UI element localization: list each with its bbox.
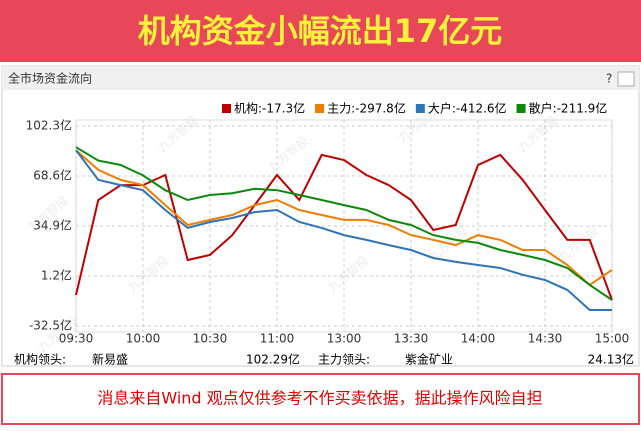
x-tick-label: 10:00 [126,332,161,346]
export-icon[interactable] [617,71,635,87]
x-tick-label: 15:00 [595,332,630,346]
y-tick-label: 34.9亿 [33,218,72,233]
x-tick-label: 13:00 [327,332,362,346]
leader-name: 紫金矿业 [405,352,453,367]
legend-label: 大户:-412.6亿 [428,101,507,116]
leader-value: 24.13亿 [588,352,634,367]
panel-title: 全市场资金流向 [8,71,92,86]
y-tick-label: -32.5亿 [29,318,72,333]
help[interactable]: ? [606,72,612,86]
x-tick-label: 11:00 [260,332,295,346]
legend-label: 机构:-17.3亿 [234,101,305,116]
series-line [75,149,612,311]
y-tick-label: 1.2亿 [41,268,72,283]
legend-swatch [315,104,325,113]
x-tick-label: 09:30 [59,332,94,346]
x-tick-label: 14:30 [528,332,563,346]
series-line [75,149,613,287]
leader-name: 新易盛 [92,352,128,367]
series-line [75,146,613,301]
legend-swatch [222,104,231,113]
leader-value: 102.29亿 [246,352,300,367]
x-tick-label: 13:30 [394,332,429,346]
leader-label: 主力领头: [318,353,370,367]
y-tick-label: 102.3亿 [26,118,72,133]
footer-note: 消息来自Wind 观点仅供参考不作买卖依据，据此操作风险自担 [97,389,542,408]
x-tick-label: 10:30 [193,332,228,346]
legend-swatch [516,104,526,113]
legend-swatch [415,104,425,113]
x-tick-label: 14:00 [461,332,496,346]
banner-bg [0,0,641,62]
footer-box [1,373,640,425]
legend-label: 主力:-297.8亿 [327,101,406,116]
leader-label: 机构领头: [14,352,66,367]
y-tick-label: 68.6亿 [33,168,72,183]
legend-label: 散户:-211.9亿 [529,101,608,116]
banner-title: 机构资金小幅流出17亿元 [138,12,503,50]
panel [1,65,640,367]
panel-header [2,66,639,90]
series-line [75,153,613,301]
